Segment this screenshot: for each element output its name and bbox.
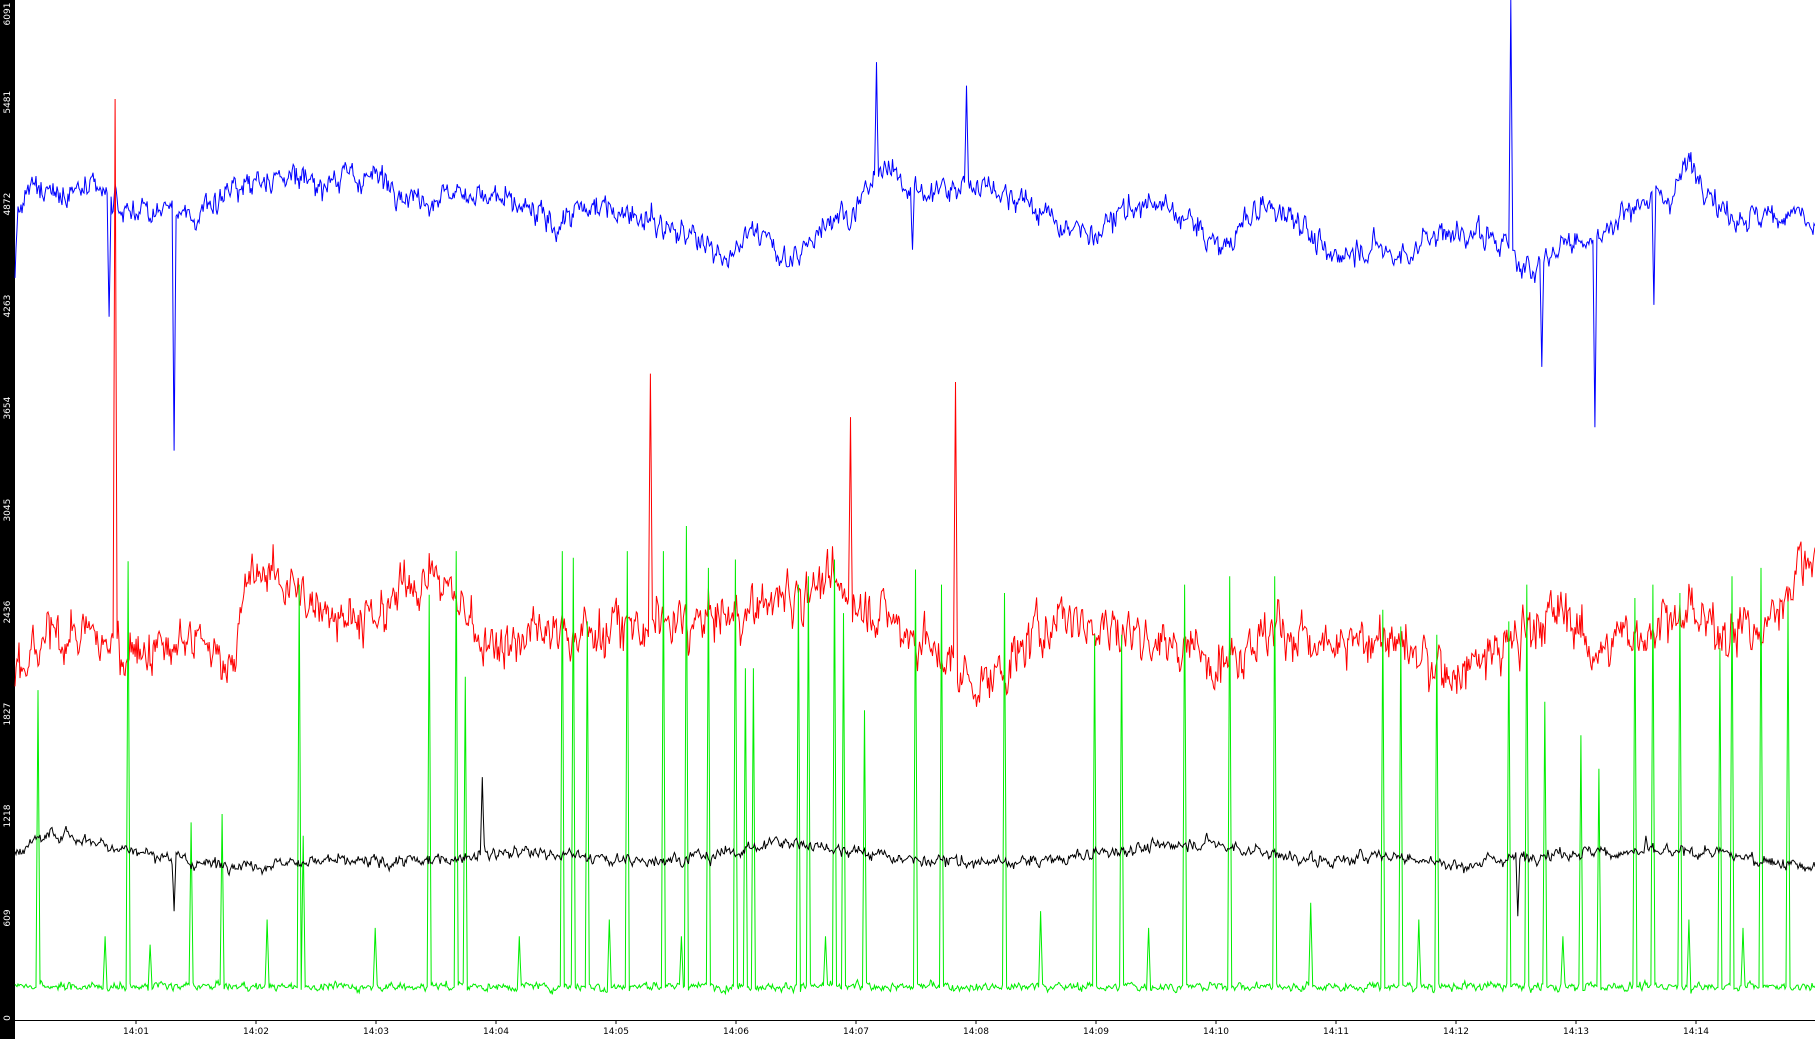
y-tick-labels: 0 609 1218 1827 2436 3045 3654 4263 4872 5481 6091 — [3, 3, 13, 1021]
x-tick-labels: 14:01 14:02 14:03 14:04 14:05 14:06 14:07 14:08… — [123, 1020, 1709, 1037]
x-tick-label: 14:08 — [963, 1027, 989, 1037]
x-tick-label: 14:09 — [1083, 1027, 1109, 1037]
y-tick-label: 2436 — [3, 600, 13, 623]
y-tick-label: 1218 — [3, 804, 13, 827]
series-line-3 — [14, 777, 1815, 917]
x-tick-label: 14:05 — [603, 1027, 629, 1037]
x-tick-label: 14:10 — [1203, 1027, 1229, 1037]
series-line-2 — [14, 525, 1815, 996]
x-tick-label: 14:04 — [483, 1027, 509, 1037]
y-tick-label: 3045 — [3, 499, 13, 522]
x-tick-label: 14:01 — [123, 1027, 149, 1037]
x-tick-label: 14:02 — [243, 1027, 269, 1037]
y-axis-bar — [0, 0, 15, 1039]
x-tick-label: 14:11 — [1323, 1027, 1349, 1037]
y-tick-label: 4263 — [3, 295, 13, 318]
y-tick-label: 6091 — [3, 3, 13, 26]
y-tick-label: 3654 — [3, 396, 13, 419]
x-tick-label: 14:12 — [1443, 1027, 1469, 1037]
x-tick-label: 14:14 — [1683, 1027, 1709, 1037]
series-line-0 — [14, 0, 1815, 451]
y-tick-label: 1827 — [3, 703, 13, 726]
x-tick-label: 14:13 — [1563, 1027, 1589, 1037]
y-tick-label: 0 — [3, 1015, 13, 1021]
y-tick-label: 4872 — [3, 193, 13, 216]
y-tick-label: 5481 — [3, 91, 13, 114]
x-tick-label: 14:06 — [723, 1027, 749, 1037]
y-tick-label: 609 — [3, 909, 13, 926]
series-layer — [14, 0, 1815, 996]
x-tick-label: 14:07 — [843, 1027, 869, 1037]
x-tick-label: 14:03 — [363, 1027, 389, 1037]
